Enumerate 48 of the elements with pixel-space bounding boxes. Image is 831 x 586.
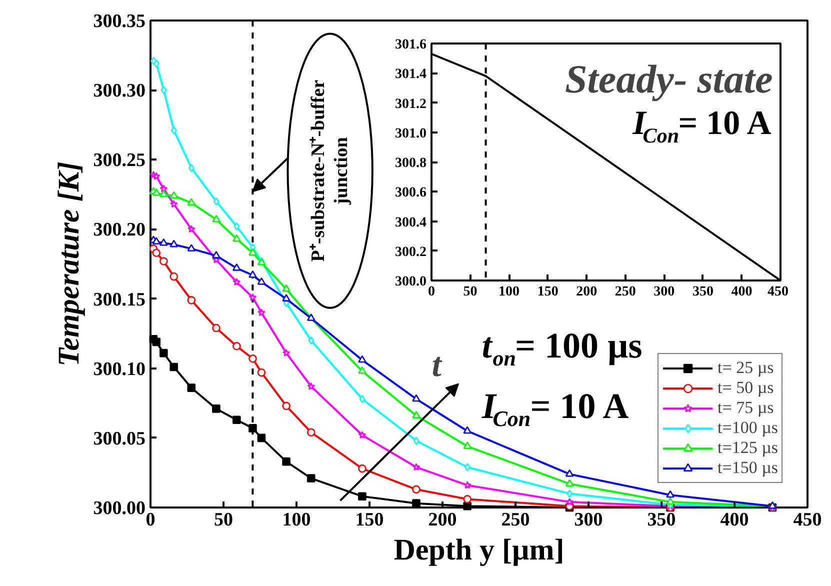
x-tick-label: 350 — [647, 510, 676, 530]
y-tick-label: 300.15 — [93, 289, 146, 310]
y-tick-label: 300.25 — [93, 150, 146, 172]
x-tick-label: 300 — [574, 510, 603, 530]
x-tick-label: 450 — [793, 510, 822, 530]
y-tick-label: 301.4 — [395, 67, 426, 82]
x-tick-label: 200 — [576, 284, 598, 300]
x-tick-label: 450 — [768, 284, 788, 300]
legend-label: t=100 µs — [718, 418, 778, 438]
y-tick-label: 301.0 — [395, 126, 426, 142]
y-tick-label: 300.20 — [93, 220, 146, 241]
x-tick-label: 400 — [731, 284, 752, 300]
legend-label: t=125 µs — [718, 438, 778, 458]
y-tick-label: 300.05 — [93, 428, 146, 450]
x-tick-label: 250 — [614, 284, 636, 300]
y-tick-label: 300.10 — [93, 358, 146, 380]
x-tick-label: 100 — [282, 510, 311, 530]
x-tick-label: 200 — [428, 510, 457, 530]
y-tick-label: 300.30 — [93, 80, 146, 102]
y-tick-label: 300.6 — [395, 186, 426, 201]
x-tick-label: 100 — [498, 284, 520, 300]
legend-label: t= 25 µs — [718, 358, 774, 378]
y-tick-label: 300.2 — [395, 244, 426, 260]
y-tick-label: 301.6 — [395, 38, 426, 52]
y-tick-label: 300.35 — [93, 11, 146, 32]
x-tick-label: 150 — [537, 284, 558, 300]
y-tick-label: 300.00 — [93, 498, 146, 519]
annotation: t — [432, 347, 443, 384]
x-tick-label: 350 — [692, 284, 714, 300]
annotation: Steady- state — [565, 56, 773, 102]
legend-label: t=150 µs — [718, 458, 778, 478]
x-tick-label: 400 — [720, 510, 749, 530]
x-axis-title: Depth y [µm] — [394, 534, 564, 566]
legend-label: t= 50 µs — [718, 378, 774, 398]
y-tick-label: 300.8 — [395, 156, 426, 171]
x-tick-label: 50 — [214, 510, 233, 530]
x-tick-label: 0 — [428, 284, 435, 300]
x-tick-label: 150 — [355, 510, 384, 530]
y-tick-label: 300.4 — [395, 215, 426, 230]
y-axis-title: Temperature [K] — [52, 162, 86, 366]
legend-label: t= 75 µs — [718, 398, 774, 418]
x-tick-label: 300 — [654, 284, 675, 300]
x-tick-label: 0 — [146, 510, 156, 530]
y-tick-label: 300.0 — [395, 274, 426, 290]
x-tick-label: 250 — [501, 510, 530, 530]
y-tick-label: 301.2 — [395, 96, 426, 112]
annotation: P⁺-substrate-N⁺-buffer junction — [308, 79, 352, 262]
x-tick-label: 50 — [463, 284, 478, 300]
